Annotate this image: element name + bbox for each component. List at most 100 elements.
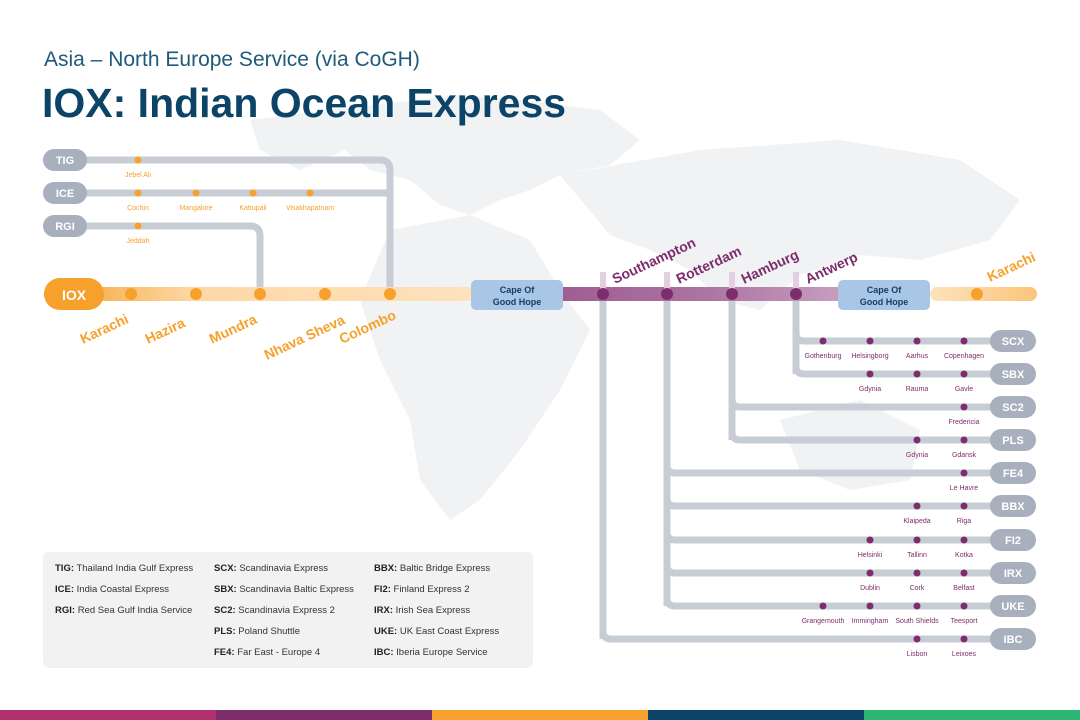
port-label: Riga <box>957 518 972 525</box>
port-connector <box>793 272 799 294</box>
port-dot <box>866 337 874 345</box>
service-pill <box>990 495 1036 517</box>
service-code: SBX <box>1002 369 1025 381</box>
port-label: Karachi <box>78 311 131 347</box>
port-dot <box>960 370 968 378</box>
port-dot <box>913 502 921 510</box>
port-dot <box>960 536 968 544</box>
service-pill <box>990 429 1036 451</box>
port-label: Rauma <box>906 386 929 393</box>
service-code: BBX <box>1001 501 1025 513</box>
service-pill <box>990 330 1036 352</box>
route-connector <box>663 531 1000 544</box>
port-label: Immingham <box>852 618 889 625</box>
port-dot <box>971 288 983 300</box>
port-dot <box>913 337 921 345</box>
port-label: Grangemouth <box>802 618 845 625</box>
port-dot <box>960 436 968 444</box>
port-label: Mangalore <box>179 205 212 212</box>
port-label: Gdynia <box>906 452 928 459</box>
port-dot <box>306 189 314 197</box>
service-pill <box>43 149 87 171</box>
footer-bar-segment <box>432 710 648 720</box>
port-dot <box>134 156 142 164</box>
route-connector <box>792 365 1000 378</box>
legend-item: FE4: Far East - Europe 4 <box>214 647 321 658</box>
legend-item: FI2: Finland Express 2 <box>374 584 470 595</box>
iox-code: IOX <box>62 287 87 303</box>
port-label: Helsinki <box>858 552 883 559</box>
port-dot <box>819 602 827 610</box>
service-code: PLS <box>1002 435 1023 447</box>
port-label: Nhava Sheva <box>262 311 348 362</box>
port-dot <box>913 569 921 577</box>
cape-label: Good Hope <box>493 297 542 307</box>
cape-label: Cape Of <box>867 285 903 295</box>
port-dot <box>726 288 738 300</box>
port-dot <box>866 536 874 544</box>
service-code: ICE <box>56 188 74 200</box>
port-label: South Shields <box>895 618 939 625</box>
legend-item: ICE: India Coastal Express <box>55 584 170 595</box>
port-dot <box>960 469 968 477</box>
port-dot <box>960 635 968 643</box>
service-code: FI2 <box>1005 535 1021 547</box>
footer-bar-segment <box>864 710 1080 720</box>
port-label: Cork <box>910 585 925 592</box>
footer-bar-segment <box>648 710 864 720</box>
port-dot <box>866 602 874 610</box>
service-pill <box>990 595 1036 617</box>
port-dot <box>319 288 331 300</box>
legend-item: UKE: UK East Coast Express <box>374 626 500 637</box>
port-dot <box>960 337 968 345</box>
legend-item: PLS: Poland Shuttle <box>214 626 301 637</box>
page-title: IOX: Indian Ocean Express <box>42 80 567 126</box>
service-code: RGI <box>55 221 75 233</box>
port-label: Visakhapatnam <box>286 205 334 212</box>
service-pill <box>43 215 87 237</box>
port-label: Cochin <box>127 205 149 212</box>
legend-panel: TIG: Thailand India Gulf Express ICE: In… <box>43 552 533 668</box>
port-label: Jebel Ali <box>125 172 152 179</box>
route-connector <box>792 332 1000 345</box>
footer-bar-segment <box>0 710 216 720</box>
service-code: SC2 <box>1002 402 1023 414</box>
port-dot <box>134 189 142 197</box>
port-dot <box>913 370 921 378</box>
port-dot <box>134 222 142 230</box>
port-connector <box>600 272 606 294</box>
port-label: Gothenburg <box>805 353 842 360</box>
port-dot <box>249 189 257 197</box>
service-pill <box>990 396 1036 418</box>
port-label: Teesport <box>951 618 978 625</box>
legend-item: IBC: Iberia Europe Service <box>374 647 488 658</box>
route-connector <box>599 630 1000 643</box>
route-connector <box>80 222 264 294</box>
port-dot <box>597 288 609 300</box>
port-dot <box>913 602 921 610</box>
port-label: Tallinn <box>907 552 927 559</box>
port-dot <box>960 602 968 610</box>
port-dot <box>125 288 137 300</box>
port-dot <box>913 436 921 444</box>
port-dot <box>819 337 827 345</box>
port-dot <box>661 288 673 300</box>
service-code: IRX <box>1004 568 1023 580</box>
service-pill <box>990 628 1036 650</box>
route-connector <box>728 431 1000 444</box>
legend-item: SBX: Scandinavia Baltic Express <box>214 584 354 595</box>
route-connector <box>663 464 1000 477</box>
port-label: Kotka <box>955 552 973 559</box>
service-code: SCX <box>1002 336 1025 348</box>
cape-label: Good Hope <box>860 297 909 307</box>
legend-item: SCX: Scandinavia Express <box>214 563 329 574</box>
port-dot <box>866 370 874 378</box>
port-dot <box>190 288 202 300</box>
port-dot <box>254 288 266 300</box>
port-label: Klaipeda <box>903 518 930 525</box>
port-label: Helsingborg <box>851 353 888 360</box>
service-code: FE4 <box>1003 468 1024 480</box>
port-label: Aarhus <box>906 353 929 360</box>
port-dot <box>913 536 921 544</box>
port-label: Gdansk <box>952 452 977 459</box>
